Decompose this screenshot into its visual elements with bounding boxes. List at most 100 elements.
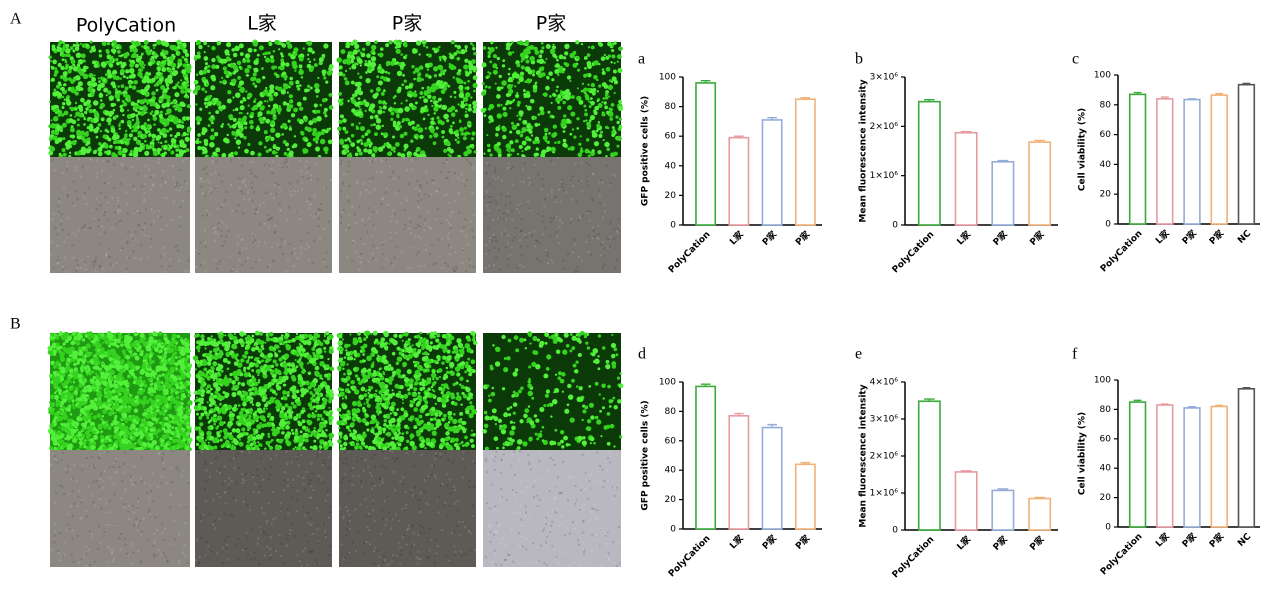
cell [323,76,327,80]
cell [182,407,186,411]
texture [488,264,491,267]
cell [440,104,443,107]
cell [79,413,82,417]
texture [546,251,549,254]
texture [430,193,433,196]
texture [339,162,342,165]
texture [579,217,582,220]
texture [587,251,590,254]
cell [116,49,121,54]
cell [270,109,277,115]
cell [262,75,266,80]
cell [435,126,439,130]
texture [535,257,538,260]
cell [160,358,165,363]
cell [148,422,153,427]
cell [432,95,437,100]
cell [157,134,160,138]
cell [99,414,102,418]
cell [173,115,176,118]
cell [276,106,282,112]
texture [117,209,120,212]
cell [184,383,188,387]
cell [112,434,117,439]
cell [175,367,178,371]
texture [72,256,75,259]
cell [114,332,117,335]
cell [162,412,166,416]
cell [364,132,369,137]
cell [576,117,580,121]
cell [344,139,347,142]
cell [597,41,602,46]
cell [429,127,435,133]
cell [226,42,232,48]
cell [376,75,380,79]
texture [219,259,222,262]
cell [177,81,180,84]
cell [267,51,271,55]
cell [159,349,163,354]
cell [145,49,150,54]
cell [268,135,272,139]
texture [359,191,362,194]
cell [137,147,143,153]
cell [57,334,60,337]
cell [612,77,615,80]
cell [163,123,167,127]
cell [464,45,468,49]
texture [533,245,536,248]
cell [446,119,450,123]
texture [432,263,435,266]
texture [131,165,134,168]
cell [121,430,124,434]
cell [439,83,445,89]
cell [567,147,571,151]
cell [62,152,67,157]
cell [122,137,127,143]
texture [390,263,393,266]
cell [161,103,167,109]
texture [403,159,406,162]
texture [215,160,218,163]
cell [169,134,173,137]
texture [313,215,316,218]
cell [155,82,160,87]
texture [308,207,311,210]
texture [81,165,84,168]
cell [418,53,421,56]
cell [350,123,355,127]
cell [70,380,73,384]
texture [211,161,214,164]
texture [279,246,282,249]
cell [569,145,575,151]
texture [84,264,87,267]
texture [453,200,456,203]
texture [127,231,130,234]
cell [404,54,408,57]
cell [588,150,591,154]
texture [546,254,549,257]
cell [155,349,158,353]
cell [165,435,169,439]
cell [164,140,168,144]
cell [116,431,120,435]
cell [457,136,460,140]
cell [391,107,396,112]
texture [252,205,255,208]
texture [267,213,270,216]
texture [215,185,218,188]
cell [59,128,63,133]
cell [92,344,95,347]
cell [432,47,436,51]
texture [598,189,601,192]
cell [72,354,78,360]
texture [469,261,472,264]
cell [111,153,115,157]
cell [130,103,134,106]
cell [576,55,580,60]
texture [404,224,407,227]
texture [446,161,449,164]
texture [437,188,440,191]
cell [160,84,166,90]
